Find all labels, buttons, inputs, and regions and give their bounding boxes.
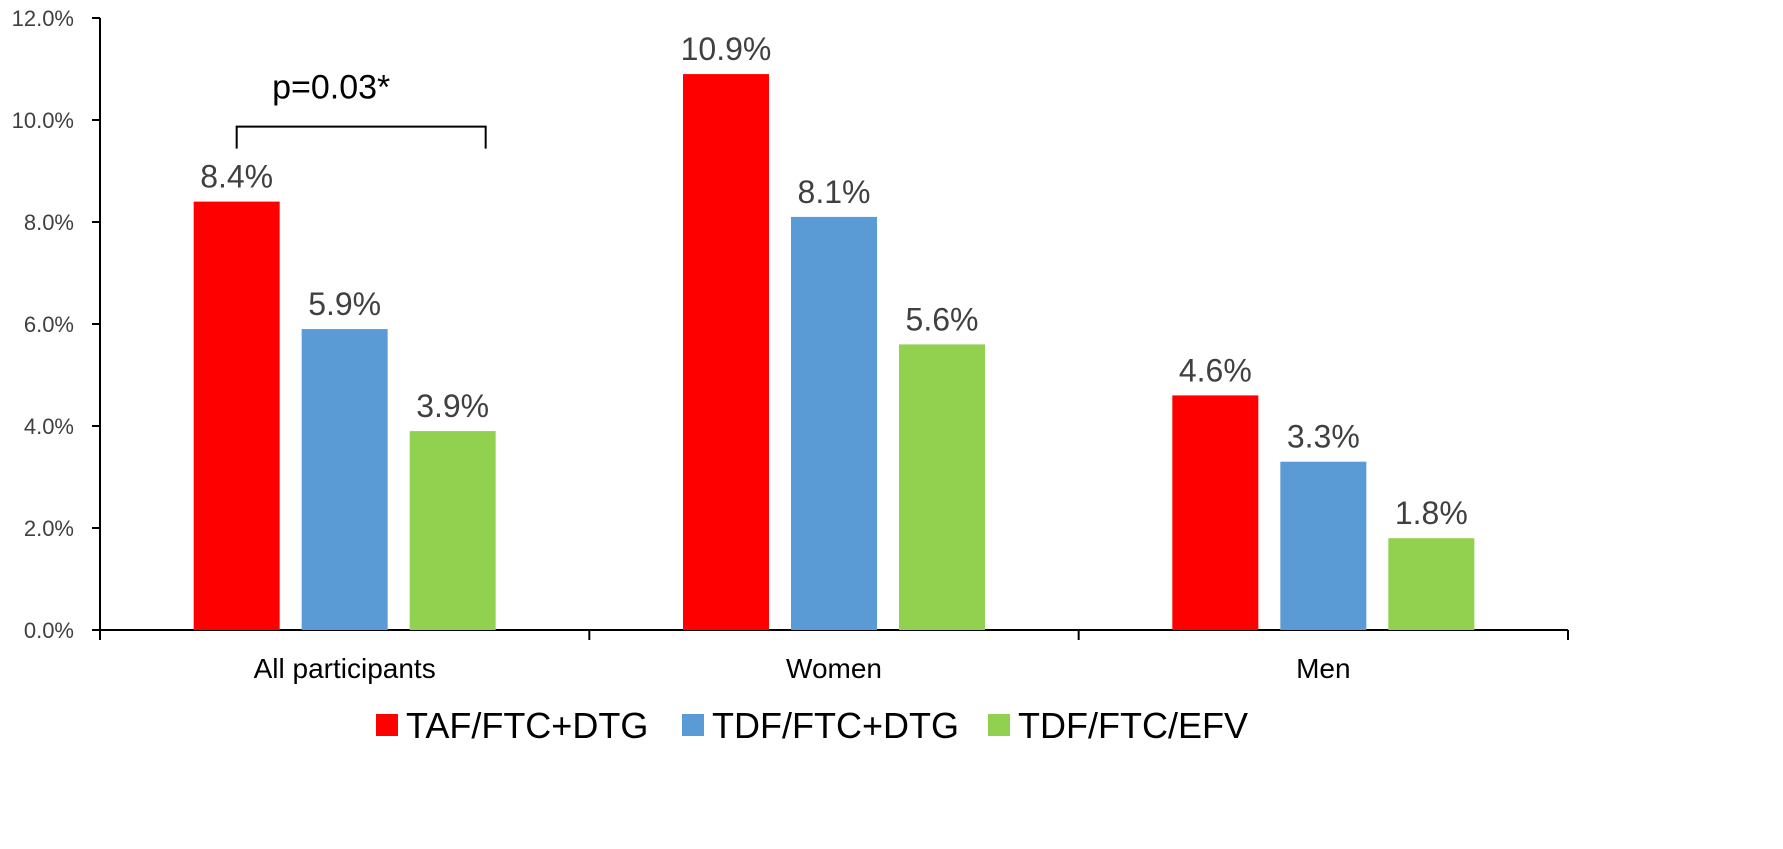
bar [301,329,388,630]
y-tick-label: 8.0% [24,210,74,235]
bar [409,431,496,630]
x-tick-label: Women [786,653,882,684]
legend-label: TDF/FTC+DTG [712,705,959,746]
data-label: 1.8% [1395,495,1468,531]
y-tick-label: 0.0% [24,618,74,643]
data-label: 5.9% [308,286,381,322]
data-label: 8.1% [798,174,871,210]
legend: TAF/FTC+DTG TDF/FTC+DTG TDF/FTC/EFV [376,705,1248,746]
legend-label: TAF/FTC+DTG [406,705,648,746]
legend-swatch [682,714,704,736]
y-tick-label: 4.0% [24,414,74,439]
data-label: 8.4% [200,159,273,195]
significance-label: p=0.03* [272,69,390,107]
bar [1388,538,1475,630]
bar [899,344,985,630]
bar [1172,395,1259,630]
y-tick-label: 6.0% [24,312,74,337]
y-tick-label: 10.0% [12,108,74,133]
x-tick-label: All participants [254,653,436,684]
data-label: 3.3% [1287,419,1360,455]
significance-bracket [235,125,487,149]
legend-swatch [988,714,1010,736]
data-label: 5.6% [906,301,979,337]
data-label: 10.9% [681,31,772,67]
legend-label: TDF/FTC/EFV [1018,705,1248,746]
x-tick-label: Men [1296,653,1350,684]
legend-swatch [376,714,398,736]
bar [791,216,877,630]
data-label: 3.9% [416,388,489,424]
x-axis: All participants Women Men [99,629,1569,684]
bars [193,74,1475,631]
bar [683,74,769,631]
y-tick-label: 2.0% [24,516,74,541]
significance-annotation: p=0.03* [235,69,487,149]
y-axis: 0.0% 2.0% 4.0% 6.0% 8.0% 10.0% 12.0% [12,6,101,643]
data-label: 4.6% [1179,352,1252,388]
bar [193,201,280,630]
y-tick-label: 12.0% [12,6,74,31]
bar [1280,461,1367,630]
data-labels: 8.4% 10.9% 4.6% 5.9% 8.1% 3.3% 3.9% 5.6% 1.8% [200,31,1468,531]
